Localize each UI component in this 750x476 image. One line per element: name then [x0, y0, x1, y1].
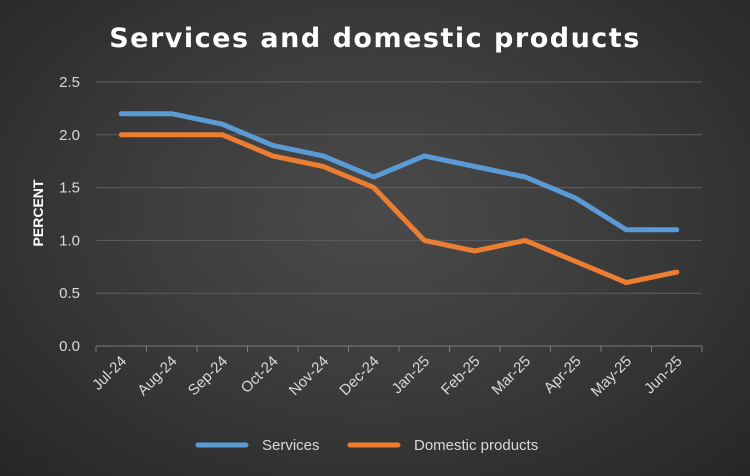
legend: Services Domestic products	[195, 437, 538, 454]
y-tick-label: 1.5	[59, 180, 80, 197]
x-tick-label: Oct-24	[238, 353, 282, 397]
y-axis-label: PERCENT	[30, 179, 46, 246]
x-tick-label: Sep-24	[185, 353, 231, 399]
y-tick-label: 0.0	[59, 338, 80, 355]
legend-label-0: Services	[262, 437, 320, 454]
x-tick-label: Jan-25	[389, 353, 433, 397]
y-tick-label: 2.0	[59, 127, 80, 144]
series-line-1	[118, 132, 680, 286]
x-tick-label: Dec-24	[336, 353, 382, 399]
x-tick-label: Nov-24	[286, 353, 332, 399]
x-tick-label: Jul-24	[89, 353, 130, 394]
y-tick-label: 2.5	[59, 74, 80, 91]
x-tick-label: Apr-25	[541, 353, 585, 397]
legend-label-1: Domestic products	[414, 437, 538, 454]
x-tick-label: Jun-25	[641, 353, 685, 397]
y-axis-ticks: 0.0 0.5 1.0 1.5 2.0 2.5	[59, 74, 80, 355]
x-tick-label: Feb-25	[438, 353, 484, 399]
x-tick-label: Mar-25	[488, 353, 534, 399]
x-tick-label: Aug-24	[134, 353, 180, 399]
x-axis-ticks: Jul-24 Aug-24 Sep-24 Oct-24 Nov-24 Dec-24 Jan-…	[89, 353, 685, 400]
series-lines	[118, 111, 680, 286]
chart-title: Services and domestic products	[109, 23, 641, 54]
y-tick-label: 0.5	[59, 285, 80, 302]
y-tick-label: 1.0	[59, 232, 80, 249]
series-line-0	[118, 111, 680, 233]
x-tick-label: May-25	[588, 353, 635, 400]
